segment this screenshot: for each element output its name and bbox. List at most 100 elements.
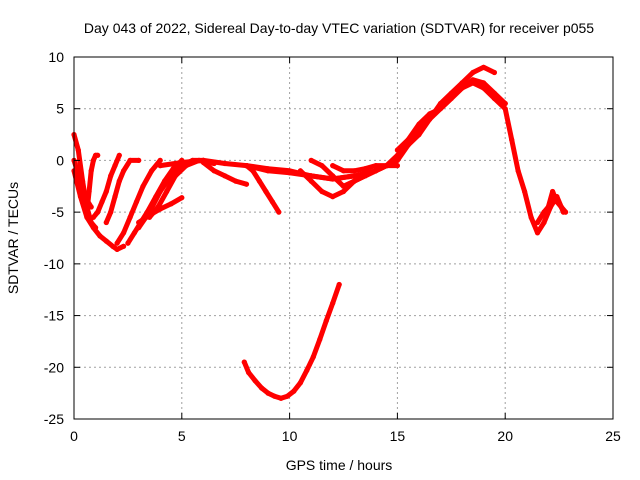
data-point: [263, 188, 269, 195]
data-point: [528, 214, 534, 220]
data-point: [84, 214, 90, 220]
data-point: [149, 168, 155, 174]
data-point: [481, 85, 487, 91]
data-point: [131, 230, 137, 236]
data-point: [77, 194, 84, 200]
x-tick-label: 10: [282, 428, 298, 444]
data-point: [276, 209, 282, 215]
data-point: [211, 168, 217, 174]
y-tick-label: 5: [56, 101, 64, 117]
data-point: [437, 106, 444, 112]
data-point: [121, 230, 127, 236]
data-point: [308, 157, 314, 163]
data-point: [95, 152, 101, 158]
data-point: [114, 246, 120, 252]
data-point: [103, 219, 109, 226]
data-point: [114, 240, 120, 246]
data-point: [481, 80, 487, 86]
data-point: [95, 209, 101, 215]
data-point: [362, 166, 368, 172]
data-point: [168, 201, 174, 207]
x-tick-label: 25: [605, 428, 621, 444]
data-point: [297, 168, 303, 174]
data-point: [545, 204, 551, 210]
data-point: [88, 168, 94, 174]
data-point: [90, 225, 96, 231]
data-point: [394, 147, 400, 153]
y-tick-label: -5: [52, 204, 65, 220]
data-point: [110, 243, 116, 249]
data-point: [271, 393, 278, 399]
data-point: [351, 178, 357, 184]
data-point: [75, 147, 81, 153]
data-point: [317, 336, 323, 342]
data-point: [179, 159, 185, 166]
data-point: [448, 95, 454, 101]
data-point: [351, 173, 357, 179]
data-point: [103, 188, 109, 195]
data-point: [99, 199, 105, 205]
data-point: [265, 168, 271, 174]
data-point: [90, 157, 96, 163]
data-point: [534, 230, 541, 236]
data-point: [241, 359, 247, 365]
data-point: [86, 188, 92, 195]
data-point: [164, 188, 170, 195]
data-point: [256, 178, 262, 184]
data-point: [108, 173, 114, 179]
data-point: [287, 170, 293, 176]
data-point: [243, 181, 250, 187]
data-point: [502, 106, 508, 112]
data-point: [179, 195, 185, 201]
plot-frame: [73, 56, 614, 420]
data-point: [278, 395, 284, 401]
data-point: [362, 173, 368, 179]
data-point: [534, 219, 541, 226]
data-point: [470, 80, 476, 86]
data-point: [157, 163, 163, 169]
data-point: [116, 178, 122, 184]
data-point: [222, 173, 228, 179]
data-point: [515, 168, 521, 174]
data-point: [84, 209, 90, 215]
data-point: [157, 188, 163, 195]
data-point: [319, 163, 325, 169]
x-tick-label: 5: [178, 428, 186, 444]
data-point: [246, 369, 252, 376]
data-point: [291, 388, 297, 394]
data-point: [340, 168, 347, 174]
x-tick-label: 20: [497, 428, 513, 444]
data-point: [127, 214, 133, 220]
data-point: [259, 385, 265, 391]
data-point: [330, 173, 336, 179]
data-point: [136, 219, 142, 226]
data-point: [233, 178, 239, 184]
data-point: [351, 168, 357, 174]
data-point: [491, 95, 497, 101]
y-axis-title: SDTVAR / TECUs: [5, 182, 21, 294]
data-point: [550, 188, 556, 195]
data-point: [541, 219, 547, 226]
data-point: [558, 204, 564, 210]
data-point: [384, 163, 390, 169]
x-tick-label: 15: [390, 428, 406, 444]
data-point: [112, 163, 118, 169]
data-point: [340, 188, 347, 195]
data-point: [554, 199, 560, 205]
data-point: [103, 238, 109, 244]
data-point: [541, 209, 547, 215]
y-tick-label: 0: [56, 152, 64, 168]
data-point: [310, 354, 316, 360]
data-point: [146, 212, 153, 218]
chart-title: Day 043 of 2022, Sidereal Day-to-day VTE…: [84, 20, 594, 36]
data-point: [491, 69, 497, 76]
data-point: [297, 380, 303, 386]
data-point: [394, 157, 400, 163]
data-series-deep-dip: [241, 282, 342, 401]
data-point: [90, 214, 96, 220]
data-point: [308, 178, 314, 184]
data-point: [252, 378, 258, 384]
